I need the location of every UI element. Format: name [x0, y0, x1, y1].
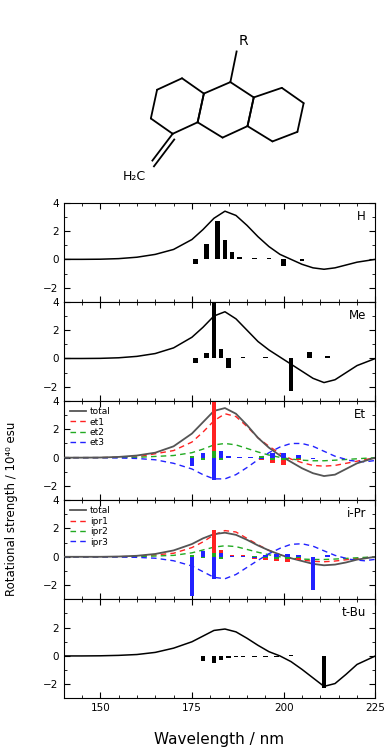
- Bar: [296, 457, 301, 459]
- Bar: [270, 457, 275, 463]
- Bar: [285, 556, 290, 562]
- Bar: [219, 452, 223, 457]
- Bar: [311, 556, 315, 590]
- Bar: [263, 556, 268, 560]
- Bar: [226, 456, 231, 457]
- Bar: [252, 556, 256, 559]
- Bar: [190, 457, 194, 466]
- Text: t-Bu: t-Bu: [341, 606, 366, 620]
- Bar: [259, 456, 264, 457]
- Bar: [204, 353, 209, 358]
- Bar: [241, 656, 246, 657]
- Bar: [322, 656, 326, 688]
- Bar: [230, 555, 234, 556]
- Text: Me: Me: [349, 309, 366, 321]
- Bar: [300, 259, 304, 261]
- Text: Wavelength / nm: Wavelength / nm: [154, 732, 285, 747]
- Bar: [190, 556, 194, 564]
- Bar: [325, 555, 330, 556]
- Bar: [270, 457, 275, 460]
- Bar: [259, 457, 264, 460]
- Bar: [263, 357, 268, 358]
- Legend: total, et1, et2, et3: total, et1, et2, et3: [68, 406, 112, 449]
- Bar: [226, 456, 231, 457]
- Bar: [252, 357, 256, 358]
- Bar: [204, 244, 209, 259]
- Bar: [201, 556, 205, 558]
- Bar: [274, 556, 278, 561]
- Bar: [193, 259, 198, 264]
- Bar: [201, 453, 205, 457]
- Bar: [219, 550, 223, 556]
- Bar: [219, 553, 223, 556]
- Bar: [219, 457, 223, 460]
- Bar: [219, 556, 223, 559]
- Bar: [201, 454, 205, 457]
- Bar: [216, 221, 220, 259]
- Bar: [263, 556, 268, 558]
- Bar: [219, 348, 223, 358]
- Bar: [193, 358, 198, 363]
- Bar: [252, 556, 256, 558]
- Bar: [201, 457, 205, 460]
- Text: Rotational strength / 10⁴⁰ esu: Rotational strength / 10⁴⁰ esu: [5, 421, 18, 596]
- Bar: [201, 656, 205, 661]
- Bar: [281, 457, 286, 465]
- Bar: [296, 556, 301, 559]
- Bar: [226, 358, 231, 369]
- Bar: [296, 455, 301, 457]
- Bar: [285, 556, 290, 559]
- Bar: [223, 240, 227, 259]
- Bar: [241, 357, 246, 358]
- Bar: [190, 456, 194, 457]
- Bar: [311, 457, 315, 459]
- Bar: [296, 556, 301, 558]
- Bar: [226, 656, 231, 659]
- Bar: [212, 451, 216, 457]
- Text: H₂C: H₂C: [123, 170, 146, 183]
- Bar: [219, 656, 223, 660]
- Bar: [307, 352, 311, 358]
- Bar: [274, 554, 278, 556]
- Bar: [212, 302, 216, 358]
- Bar: [259, 457, 264, 460]
- Bar: [212, 530, 216, 556]
- Bar: [238, 258, 242, 259]
- Bar: [263, 554, 268, 556]
- Bar: [281, 454, 286, 457]
- Bar: [263, 656, 268, 657]
- Bar: [270, 454, 275, 457]
- Bar: [252, 258, 256, 259]
- Legend: total, ipr1, ipr2, ipr3: total, ipr1, ipr2, ipr3: [68, 505, 112, 548]
- Text: 1″: 1″: [184, 218, 205, 236]
- Text: Et: Et: [354, 408, 366, 421]
- Text: i-Pr: i-Pr: [346, 507, 366, 520]
- Bar: [281, 457, 286, 460]
- Bar: [296, 457, 301, 460]
- Bar: [219, 451, 223, 457]
- Bar: [201, 551, 205, 556]
- Bar: [230, 252, 234, 259]
- Bar: [267, 258, 271, 259]
- Text: H: H: [357, 210, 366, 222]
- Text: R: R: [239, 34, 248, 47]
- Bar: [190, 457, 194, 462]
- Bar: [201, 554, 205, 556]
- Bar: [212, 556, 216, 580]
- Bar: [190, 556, 194, 596]
- Bar: [212, 403, 216, 457]
- Bar: [289, 358, 293, 391]
- Bar: [274, 556, 278, 559]
- Bar: [212, 457, 216, 481]
- Bar: [212, 656, 216, 663]
- Bar: [281, 259, 286, 266]
- Bar: [296, 555, 301, 556]
- Bar: [234, 656, 238, 657]
- Bar: [285, 553, 290, 556]
- Bar: [311, 457, 315, 460]
- Bar: [325, 356, 330, 358]
- Bar: [212, 553, 216, 556]
- Bar: [226, 456, 231, 457]
